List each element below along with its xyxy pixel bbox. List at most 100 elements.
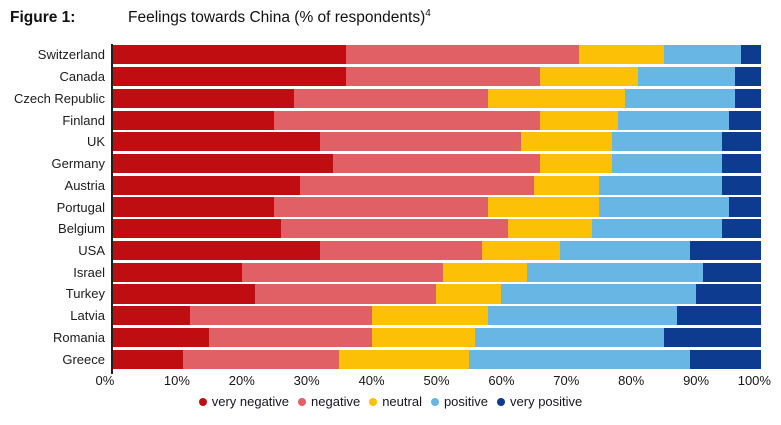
figure-caption: Figure 1: Feelings towards China (% of re… (10, 8, 431, 27)
bar-segment-very-positive (722, 132, 761, 152)
bar-segment-neutral (540, 153, 612, 174)
bar-row: Czech Republic (0, 87, 761, 109)
bar-row: Latvia (0, 305, 761, 327)
legend-label: very negative (211, 394, 290, 409)
bar-segment-negative (189, 306, 372, 326)
bar-segment-positive (598, 197, 729, 217)
bar-segment-very-negative (112, 132, 320, 152)
bar-segment-very-positive (728, 197, 761, 217)
legend-dot-icon (369, 397, 378, 406)
country-label: UK (86, 134, 105, 150)
country-label: Finland (62, 112, 105, 128)
legend-label: positive (443, 394, 489, 409)
bar-segment-neutral (371, 306, 489, 326)
x-tick-label: 60% (488, 373, 515, 388)
bar-row: Greece (0, 348, 761, 370)
bar-segment-very-positive (702, 262, 761, 282)
bar-segment-positive (598, 175, 723, 195)
bar-segment-very-negative (112, 67, 346, 87)
bar-segment-very-positive (728, 110, 761, 130)
legend-item-negative: negative (298, 394, 360, 409)
bar-segment-neutral (488, 88, 625, 108)
bar-segment-negative (300, 175, 534, 195)
chart-legend: very negative negative neutral positive very… (0, 394, 781, 409)
bar-segment-very-positive (689, 240, 761, 261)
bar-segment-negative (345, 67, 541, 87)
bar-segment-very-positive (663, 327, 761, 347)
country-label: Greece (62, 351, 105, 367)
bar-segment-positive (527, 262, 703, 282)
legend-item-very-negative: very negative (198, 394, 290, 409)
bar-segment-very-negative (112, 349, 184, 369)
bar-row: Belgium (0, 218, 761, 240)
bar-segment-neutral (442, 262, 528, 282)
bar-row: Romania (0, 327, 761, 349)
bar-segment-negative (293, 88, 489, 108)
bar-row: UK (0, 131, 761, 153)
bar-segment-neutral (533, 175, 599, 195)
bar-segment-very-positive (735, 88, 761, 108)
x-tick-label: 20% (228, 373, 255, 388)
bar-segment-positive (663, 45, 742, 65)
bar-segment-neutral (488, 197, 599, 217)
bar-segment-very-negative (112, 110, 275, 130)
bar-segment-very-negative (112, 219, 281, 239)
bar-track (112, 284, 761, 304)
bar-segment-negative (332, 153, 541, 174)
country-label: Austria (64, 177, 105, 193)
legend-dot-icon (430, 397, 439, 406)
bar-track (112, 327, 761, 347)
bar-segment-negative (319, 132, 521, 152)
bar-segment-negative (319, 240, 482, 261)
bar-track (112, 132, 761, 152)
x-tick-label: 50% (423, 373, 450, 388)
figure-title: Feelings towards China (% of respondents… (128, 9, 426, 27)
bar-segment-very-negative (112, 88, 294, 108)
bar-row: Israel (0, 261, 761, 283)
bar-track (112, 110, 761, 130)
bar-track (112, 45, 761, 65)
bar-segment-positive (592, 219, 723, 239)
bar-track (112, 153, 761, 174)
bar-segment-positive (475, 327, 664, 347)
bar-segment-very-positive (676, 306, 761, 326)
bar-segment-very-negative (112, 284, 255, 304)
legend-item-neutral: neutral (369, 394, 422, 409)
bar-segment-very-negative (112, 262, 242, 282)
bar-segment-neutral (540, 110, 619, 130)
x-tick-label: 0% (95, 373, 115, 388)
bar-segment-very-negative (112, 240, 320, 261)
bar-segment-neutral (520, 132, 612, 152)
country-label: USA (78, 242, 105, 258)
bar-segment-positive (468, 349, 690, 369)
bar-segment-neutral (540, 67, 638, 87)
bar-segment-neutral (339, 349, 469, 369)
bar-segment-very-positive (722, 175, 761, 195)
bar-segment-neutral (436, 284, 502, 304)
bar-row: Finland (0, 109, 761, 131)
country-label: Czech Republic (13, 90, 105, 106)
bar-segment-positive (611, 132, 723, 152)
legend-label: negative (311, 394, 361, 409)
bar-row: Austria (0, 174, 761, 196)
bar-segment-very-positive (696, 284, 761, 304)
bar-segment-negative (254, 284, 437, 304)
bar-row: Switzerland (0, 44, 761, 66)
bar-row: Turkey (0, 283, 761, 305)
country-label: Portugal (56, 199, 105, 215)
country-label: Romania (52, 329, 105, 345)
bar-track (112, 349, 761, 369)
country-label: Belgium (58, 221, 105, 237)
bar-segment-negative (241, 262, 443, 282)
bar-segment-neutral (507, 219, 593, 239)
bar-segment-neutral (579, 45, 664, 65)
bar-track (112, 67, 761, 87)
country-label: Switzerland (37, 47, 105, 63)
country-label: Canada (59, 69, 105, 85)
bar-segment-negative (183, 349, 340, 369)
legend-dot-icon (198, 397, 207, 406)
figure-title-text: Feelings towards China (% of respondents… (128, 8, 431, 27)
bar-segment-very-positive (722, 153, 761, 174)
figure-number-label: Figure 1: (10, 9, 76, 27)
